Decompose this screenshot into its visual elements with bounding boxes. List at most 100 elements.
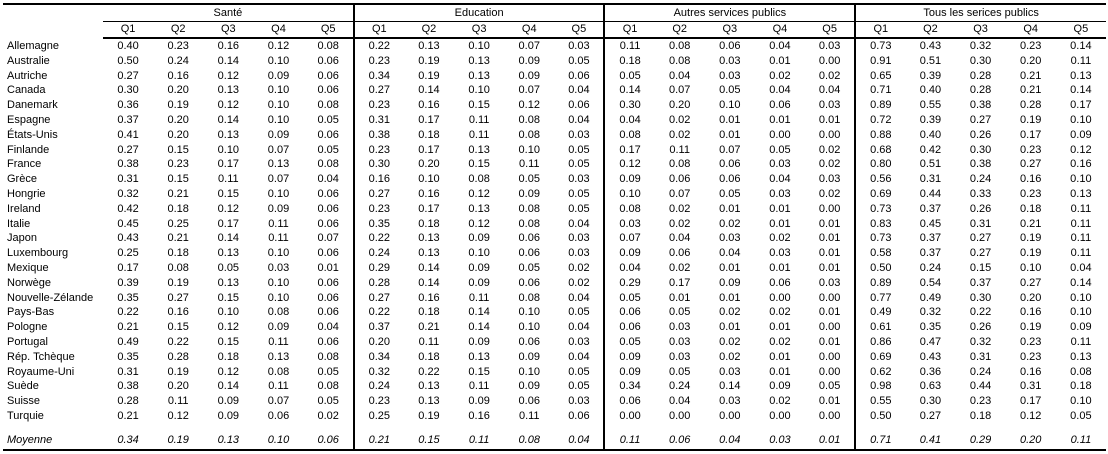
group-header-tous-les-services-publics: Tous les serices publics (854, 4, 1106, 22)
value-cell: 0.08 (468, 173, 490, 186)
value-cell: 0.18 (1020, 202, 1042, 215)
value-cell: 0.43 (117, 232, 139, 245)
country-label: Suisse (7, 395, 41, 408)
value-cell: 0.03 (568, 247, 590, 260)
value-cell: 0.15 (969, 261, 992, 274)
value-cell: 0.37 (117, 113, 139, 126)
value-cell: 0.09 (217, 409, 240, 422)
value-cell: 0.03 (818, 99, 841, 112)
country-label: Allemagne (7, 39, 59, 52)
value-cell: 0.00 (769, 128, 791, 141)
value-cell: 0.13 (468, 202, 490, 215)
value-cell: 0.43 (919, 350, 942, 363)
value-cell: 0.10 (1070, 173, 1092, 186)
value-cell: 0.34 (352, 68, 404, 84)
value-cell: 0.08 (317, 40, 339, 52)
value-cell: 0.15 (167, 173, 189, 186)
table-row: Australie 0.50 0.24 0.14 0.10 0.06 0.23 0.19 0.1… (3, 53, 1106, 69)
value-cell: 0.44 (919, 187, 942, 200)
value-cell: 0.12 (1020, 409, 1042, 422)
value-cell: 0.23 (1020, 350, 1042, 363)
value-cell: 0.28 (352, 275, 404, 291)
value-cell: 0.11 (268, 217, 289, 230)
value-cell: 0.40 (919, 128, 942, 141)
value-cell: 0.02 (769, 232, 791, 245)
table-row: Pays-Bas 0.22 0.16 0.10 0.08 0.06 0.22 0.18 0.14… (3, 305, 1106, 321)
value-cell: 0.69 (854, 186, 906, 202)
value-cell: 0.27 (969, 113, 992, 126)
value-cell: 0.05 (568, 365, 590, 378)
value-cell: 0.28 (969, 84, 992, 97)
value-cell: 0.38 (117, 158, 139, 171)
value-cell: 0.11 (669, 143, 690, 156)
value-cell: 0.18 (418, 350, 440, 363)
value-cell: 0.23 (352, 201, 404, 217)
table-row: Turquie 0.21 0.12 0.09 0.06 0.02 0.25 0.19 0.16 0… (3, 408, 1106, 424)
table-row: Rép. Tchèque 0.35 0.28 0.18 0.13 0.08 0.34 0.18… (3, 349, 1106, 365)
value-cell: 0.22 (352, 231, 404, 247)
value-cell: 0.05 (668, 306, 691, 319)
value-cell: 0.40 (919, 84, 942, 97)
value-cell: 0.31 (969, 217, 992, 230)
value-cell: 0.10 (1020, 261, 1042, 274)
country-label: Canada (7, 84, 46, 97)
value-cell: 0.63 (919, 380, 942, 393)
quintile-header-education-q3: Q3 (454, 21, 505, 39)
country-label: France (7, 158, 42, 171)
value-cell: 0.04 (317, 321, 339, 334)
value-cell: 0.05 (719, 84, 741, 97)
value-cell: 0.06 (317, 202, 339, 215)
value-cell: 0.01 (818, 232, 841, 245)
value-cell: 0.50 (117, 54, 139, 67)
value-cell: 0.23 (352, 142, 404, 158)
country-label: Italie (7, 217, 31, 230)
value-cell: 0.20 (167, 380, 189, 393)
value-cell: 0.12 (1070, 143, 1092, 156)
value-cell: 0.14 (1070, 276, 1092, 289)
table-row: États-Unis 0.41 0.20 0.13 0.09 0.06 0.38 0.18 0.… (3, 127, 1106, 143)
value-cell: 0.05 (719, 187, 741, 200)
value-cell: 0.10 (217, 143, 240, 156)
value-cell: 0.05 (317, 143, 339, 156)
value-cell: 0.06 (668, 173, 691, 186)
public-services-quintile-table: Santé Education Autres services publics … (3, 3, 1106, 451)
value-cell: 0.14 (1070, 84, 1092, 97)
value-cell: 0.09 (217, 395, 240, 408)
value-cell: 0.24 (668, 380, 691, 393)
value-cell: 0.26 (969, 321, 992, 334)
value-cell: 0.14 (418, 276, 440, 289)
value-cell: 0.09 (518, 380, 540, 393)
summary-label: Moyenne (7, 433, 53, 446)
value-cell: 0.51 (919, 158, 942, 171)
value-cell: 0.13 (217, 247, 240, 260)
value-cell: 0.19 (418, 69, 440, 82)
value-cell: 0.18 (603, 53, 655, 69)
value-cell: 0.38 (117, 380, 139, 393)
value-cell: 0.23 (167, 158, 189, 171)
value-cell: 0.16 (217, 40, 240, 52)
value-cell: 0.08 (518, 217, 540, 230)
value-cell: 0.14 (217, 380, 240, 393)
value-cell: 0.05 (518, 261, 540, 274)
value-cell: 0.06 (518, 335, 540, 348)
value-cell: 0.22 (969, 306, 992, 319)
quintile-header-tous-q1: Q1 (854, 21, 906, 39)
value-cell: 0.69 (854, 349, 906, 365)
value-cell: 0.71 (854, 83, 906, 99)
value-cell: 0.72 (854, 112, 906, 128)
value-cell: 0.03 (568, 335, 590, 348)
value-cell: 0.21 (117, 409, 139, 422)
value-cell: 0.32 (969, 335, 992, 348)
quintile-header-autres-q4: Q4 (754, 21, 806, 39)
value-cell: 0.13 (468, 69, 490, 82)
value-cell: 0.04 (568, 433, 590, 446)
country-label: Turquie (7, 409, 44, 422)
value-cell: 0.32 (117, 187, 139, 200)
value-cell: 0.10 (267, 276, 290, 289)
value-cell: 0.12 (167, 409, 189, 422)
value-cell: 0.12 (267, 40, 290, 52)
value-cell: 0.03 (668, 335, 691, 348)
value-cell: 0.80 (854, 157, 906, 173)
value-cell: 0.07 (668, 187, 691, 200)
value-cell: 0.10 (267, 187, 290, 200)
